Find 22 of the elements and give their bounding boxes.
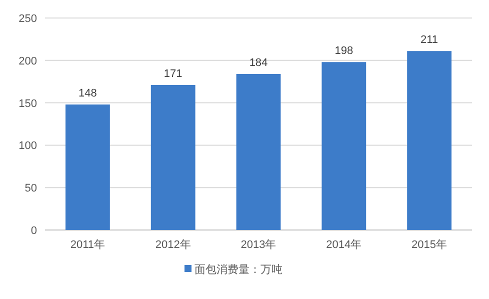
y-tick-label: 250 — [18, 13, 37, 25]
legend-label: 面包消费量：万吨 — [194, 263, 282, 276]
bar — [236, 74, 281, 230]
data-label: 198 — [334, 45, 354, 58]
x-tick-label: 2015年 — [412, 239, 448, 251]
data-label: 184 — [249, 56, 268, 69]
bar — [65, 104, 110, 230]
data-label: 148 — [78, 87, 97, 100]
y-tick-label: 0 — [30, 225, 37, 237]
data-label: 171 — [164, 68, 182, 80]
x-tick-label: 2013年 — [240, 239, 276, 251]
bar — [322, 62, 366, 230]
data-label: 211 — [420, 34, 438, 46]
x-tick-label: 2012年 — [155, 239, 191, 251]
y-tick-label: 50 — [24, 182, 37, 195]
x-tick-label: 2014年 — [326, 239, 362, 251]
y-tick-label: 150 — [18, 98, 37, 110]
bar — [407, 51, 452, 230]
y-tick-label: 200 — [18, 55, 37, 68]
y-tick-label: 100 — [18, 140, 37, 152]
x-tick-label: 2011年 — [70, 239, 106, 251]
bar — [150, 84, 196, 230]
